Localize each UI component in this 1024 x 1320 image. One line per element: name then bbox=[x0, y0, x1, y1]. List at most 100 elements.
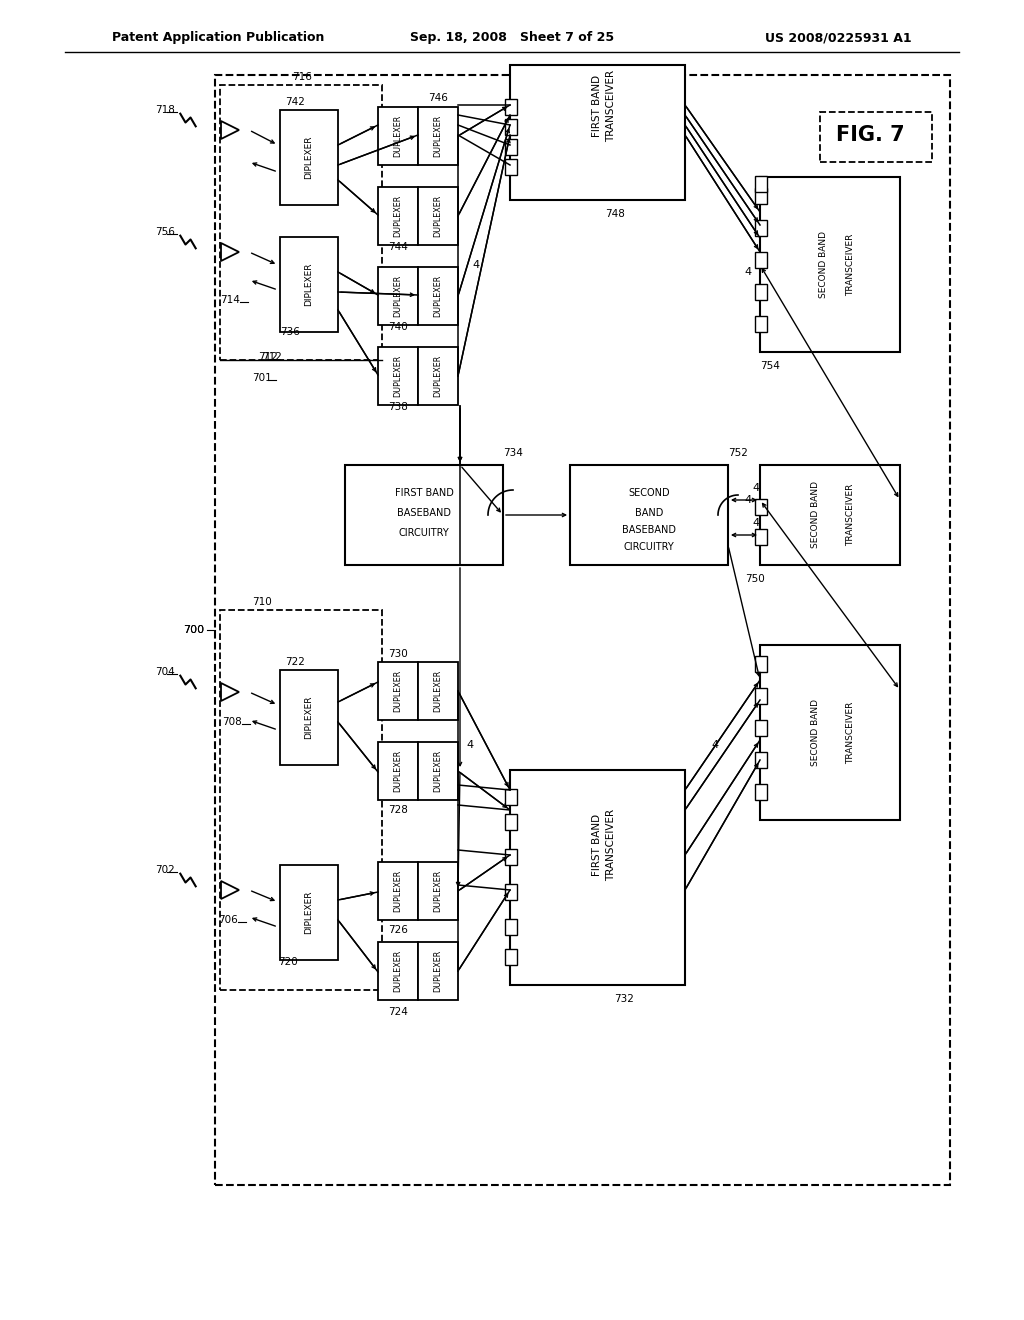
Bar bbox=[280, 238, 338, 333]
Bar bbox=[820, 112, 932, 162]
Text: 752: 752 bbox=[728, 447, 748, 458]
Text: 4: 4 bbox=[472, 260, 479, 271]
Text: TRANSCEIVER: TRANSCEIVER bbox=[847, 234, 855, 296]
Text: 724: 724 bbox=[388, 1007, 408, 1016]
Bar bbox=[505, 884, 517, 900]
Text: 704: 704 bbox=[155, 667, 175, 677]
Bar bbox=[755, 752, 767, 768]
Text: DIPLEXER: DIPLEXER bbox=[304, 263, 313, 306]
Text: DUPLEXER: DUPLEXER bbox=[393, 195, 402, 238]
Text: Sep. 18, 2008   Sheet 7 of 25: Sep. 18, 2008 Sheet 7 of 25 bbox=[410, 32, 614, 45]
Bar bbox=[378, 107, 418, 165]
Bar bbox=[505, 949, 517, 965]
Bar bbox=[280, 671, 338, 766]
Text: US 2008/0225931 A1: US 2008/0225931 A1 bbox=[765, 32, 912, 45]
Text: 4: 4 bbox=[744, 267, 752, 277]
Bar bbox=[755, 220, 767, 236]
Text: DIPLEXER: DIPLEXER bbox=[304, 136, 313, 180]
Text: DUPLEXER: DUPLEXER bbox=[433, 115, 442, 157]
Bar bbox=[755, 315, 767, 333]
Text: CIRCUITRY: CIRCUITRY bbox=[398, 528, 450, 539]
Bar bbox=[280, 110, 338, 205]
Text: DUPLEXER: DUPLEXER bbox=[393, 750, 402, 792]
Bar bbox=[505, 158, 517, 176]
Text: DUPLEXER: DUPLEXER bbox=[433, 870, 442, 912]
Text: DUPLEXER: DUPLEXER bbox=[433, 750, 442, 792]
Text: 734: 734 bbox=[503, 447, 523, 458]
Text: SECOND BAND: SECOND BAND bbox=[818, 231, 827, 298]
Text: BAND: BAND bbox=[635, 508, 664, 517]
Bar bbox=[505, 99, 517, 115]
Text: 748: 748 bbox=[605, 209, 625, 219]
Text: TRANSCEIVER: TRANSCEIVER bbox=[847, 484, 855, 546]
Bar bbox=[755, 499, 767, 515]
Text: 756: 756 bbox=[155, 227, 175, 238]
Bar bbox=[505, 849, 517, 865]
Text: SECOND: SECOND bbox=[628, 488, 670, 498]
Text: 732: 732 bbox=[613, 994, 634, 1005]
Text: DUPLEXER: DUPLEXER bbox=[393, 355, 402, 397]
Text: DUPLEXER: DUPLEXER bbox=[393, 115, 402, 157]
Bar bbox=[418, 187, 458, 246]
Text: 736: 736 bbox=[280, 327, 300, 337]
Bar bbox=[510, 770, 685, 985]
Text: 744: 744 bbox=[388, 242, 408, 252]
Text: 716: 716 bbox=[292, 73, 312, 82]
Text: 754: 754 bbox=[760, 360, 780, 371]
Text: 718: 718 bbox=[155, 106, 175, 115]
Bar bbox=[755, 784, 767, 800]
Text: DIPLEXER: DIPLEXER bbox=[304, 696, 313, 739]
Text: DUPLEXER: DUPLEXER bbox=[433, 275, 442, 317]
Text: DUPLEXER: DUPLEXER bbox=[433, 950, 442, 993]
Bar bbox=[505, 139, 517, 154]
Bar bbox=[755, 176, 767, 191]
Text: 714: 714 bbox=[220, 294, 240, 305]
Text: 720: 720 bbox=[279, 957, 298, 968]
Text: 4: 4 bbox=[753, 517, 760, 528]
Text: 740: 740 bbox=[388, 322, 408, 333]
Bar bbox=[760, 645, 900, 820]
Text: BASEBAND: BASEBAND bbox=[622, 525, 676, 535]
Text: 728: 728 bbox=[388, 805, 408, 814]
Bar bbox=[505, 919, 517, 935]
Text: DUPLEXER: DUPLEXER bbox=[393, 950, 402, 993]
Text: 700: 700 bbox=[183, 624, 204, 635]
Text: DUPLEXER: DUPLEXER bbox=[433, 355, 442, 397]
Text: DUPLEXER: DUPLEXER bbox=[433, 195, 442, 238]
Text: 706: 706 bbox=[218, 915, 238, 925]
Bar bbox=[418, 942, 458, 1001]
Text: FIRST BAND: FIRST BAND bbox=[593, 814, 602, 876]
Bar bbox=[760, 177, 900, 352]
Bar bbox=[755, 719, 767, 737]
Text: 702: 702 bbox=[155, 865, 175, 875]
Bar bbox=[345, 465, 503, 565]
Text: 4: 4 bbox=[467, 741, 473, 750]
Text: 4: 4 bbox=[744, 495, 752, 506]
Text: DUPLEXER: DUPLEXER bbox=[393, 870, 402, 912]
Text: 726: 726 bbox=[388, 925, 408, 935]
Text: 710: 710 bbox=[252, 597, 272, 607]
Text: BASEBAND: BASEBAND bbox=[397, 508, 451, 517]
Text: SECOND BAND: SECOND BAND bbox=[811, 700, 820, 766]
Bar bbox=[378, 862, 418, 920]
Text: DUPLEXER: DUPLEXER bbox=[393, 669, 402, 711]
Bar bbox=[755, 284, 767, 300]
Text: 712: 712 bbox=[258, 352, 278, 362]
Bar bbox=[570, 465, 728, 565]
Text: TRANSCEIVER: TRANSCEIVER bbox=[606, 809, 616, 882]
Text: 708: 708 bbox=[222, 717, 242, 727]
Text: 700: 700 bbox=[183, 624, 204, 635]
Bar bbox=[418, 347, 458, 405]
Bar bbox=[505, 814, 517, 830]
Text: 742: 742 bbox=[285, 96, 305, 107]
Bar bbox=[215, 75, 950, 1185]
Bar bbox=[378, 347, 418, 405]
Bar bbox=[418, 742, 458, 800]
Bar bbox=[755, 187, 767, 205]
Text: FIRST BAND: FIRST BAND bbox=[394, 488, 454, 498]
Bar bbox=[755, 529, 767, 545]
Bar bbox=[505, 789, 517, 805]
Text: SECOND BAND: SECOND BAND bbox=[811, 482, 820, 549]
Bar bbox=[220, 610, 382, 990]
Text: FIG. 7: FIG. 7 bbox=[836, 125, 904, 145]
